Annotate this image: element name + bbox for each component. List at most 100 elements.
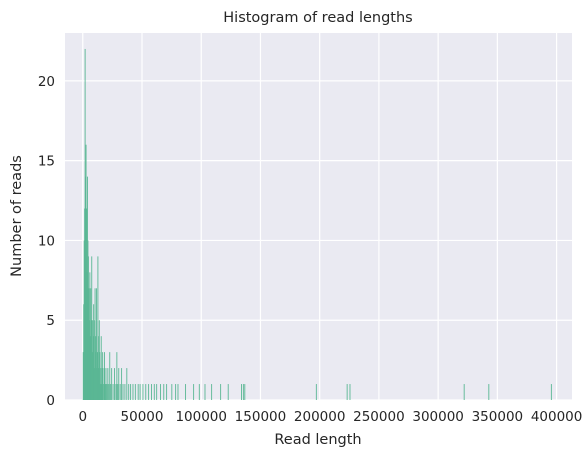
y-axis-ticks: 0 5 10 15 20 (38, 74, 55, 409)
y-tick-label: 15 (38, 154, 55, 170)
histogram-bar (145, 384, 147, 400)
histogram-bar (95, 336, 97, 400)
histogram-bar (198, 384, 200, 400)
histogram-bar (83, 240, 85, 400)
histogram-bar (112, 384, 114, 400)
x-tick-label: 50000 (121, 409, 164, 425)
histogram-bars (82, 48, 552, 401)
histogram-bar (118, 368, 120, 400)
histogram-bar (128, 384, 130, 400)
histogram-bar (315, 384, 317, 400)
histogram-bar (83, 304, 85, 400)
histogram-bar (103, 368, 105, 400)
histogram-bar (241, 384, 242, 400)
histogram-bar (185, 384, 187, 400)
histogram-bar (99, 352, 101, 400)
histogram-bar (163, 384, 165, 400)
chart-title: Histogram of read lengths (223, 10, 412, 26)
histogram-bar (107, 368, 109, 400)
histogram-bar (85, 144, 87, 400)
histogram-bar (100, 336, 102, 400)
histogram-bar (193, 384, 195, 400)
histogram-bar (96, 288, 97, 400)
histogram-bar (98, 320, 100, 400)
histogram-bar (108, 384, 110, 400)
histogram-bar (114, 368, 115, 400)
x-tick-label: 300000 (412, 409, 464, 425)
histogram-bar (95, 352, 96, 400)
histogram-bar (105, 368, 107, 400)
histogram-bar (90, 288, 92, 400)
x-tick-label: 400000 (531, 409, 583, 425)
histogram-bar (550, 384, 552, 400)
x-tick-label: 150000 (235, 409, 287, 425)
histogram-bar (88, 288, 90, 400)
x-tick-label: 100000 (175, 409, 227, 425)
histogram-bar (84, 208, 86, 400)
histogram-bar (93, 368, 95, 400)
y-axis-label: Number of reads (9, 155, 25, 277)
histogram-bar (102, 352, 104, 400)
histogram-bar (93, 304, 95, 400)
histogram-bar (91, 256, 93, 400)
histogram-bar (122, 384, 124, 400)
x-tick-label: 350000 (472, 409, 524, 425)
histogram-bar (101, 368, 103, 400)
histogram-bar (84, 48, 86, 401)
histogram-bar (101, 384, 103, 400)
histogram-bar (124, 384, 126, 400)
histogram-bar (94, 288, 96, 400)
histogram-bar (87, 240, 89, 400)
histogram-bar (92, 320, 94, 400)
histogram-bar (137, 384, 139, 400)
histogram-bar (110, 384, 112, 400)
histogram-bar (175, 384, 177, 400)
histogram-bar (156, 384, 158, 400)
histogram-bar (126, 368, 128, 400)
y-tick-label: 10 (38, 233, 55, 249)
histogram-bar (89, 272, 91, 400)
histogram-bar (91, 352, 93, 400)
plot-background (65, 33, 572, 400)
histogram-bar (115, 384, 117, 400)
x-tick-label: 0 (78, 409, 87, 425)
histogram-bar (349, 384, 351, 400)
histogram-bar (89, 336, 91, 400)
histogram-bar (227, 384, 229, 400)
x-tick-label: 200000 (294, 409, 346, 425)
histogram-bar (488, 384, 490, 400)
histogram-bar (139, 384, 141, 400)
histogram-bar (211, 384, 213, 400)
histogram-bar (97, 256, 99, 400)
histogram-bar (105, 384, 106, 400)
histogram-bar (96, 352, 98, 400)
histogram-bar (116, 352, 118, 400)
x-tick-label: 250000 (353, 409, 405, 425)
histogram-bar (244, 384, 246, 400)
histogram-bar (151, 384, 152, 400)
grid-lines (65, 33, 572, 401)
histogram-bar (92, 336, 94, 400)
histogram-bar (119, 384, 121, 400)
histogram-bar (171, 384, 173, 400)
histogram-bar (220, 384, 222, 400)
histogram-bar (85, 176, 87, 400)
histogram-bar (142, 384, 144, 400)
histogram-bar (82, 352, 84, 400)
histogram-bar (160, 384, 161, 400)
histogram-bar (166, 384, 168, 400)
histogram-bar (346, 384, 348, 400)
y-tick-label: 0 (46, 393, 55, 409)
histogram-bar (106, 384, 108, 400)
histogram-bar (121, 368, 123, 400)
histogram-bar (99, 384, 101, 400)
histogram-bar (88, 320, 90, 400)
histogram-bar (130, 384, 132, 400)
histogram-bar (111, 368, 113, 400)
histogram-bar (86, 208, 87, 400)
histogram-bar (134, 384, 136, 400)
histogram-bar (242, 384, 244, 400)
histogram-bar (97, 336, 99, 400)
histogram-bar (90, 320, 92, 400)
